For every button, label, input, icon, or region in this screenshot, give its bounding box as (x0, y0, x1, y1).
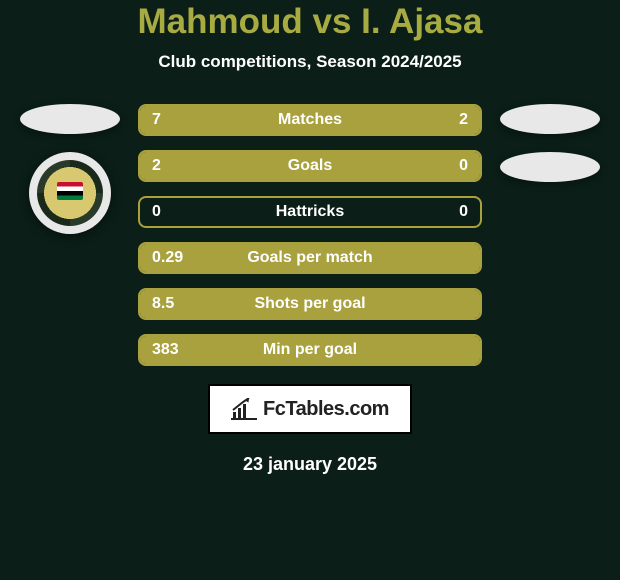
stat-row-shots-per-goal: 8.5 Shots per goal (138, 288, 482, 320)
stat-label: Shots per goal (140, 295, 480, 313)
left-player-col (20, 104, 120, 234)
stat-right-value: 2 (459, 111, 468, 129)
stat-row-hattricks: 0 Hattricks 0 (138, 196, 482, 228)
stat-label: Goals per match (140, 249, 480, 267)
stat-row-matches: 7 Matches 2 (138, 104, 482, 136)
stat-right-value: 0 (459, 157, 468, 175)
player-photo-placeholder-left (20, 104, 120, 134)
stat-label: Matches (140, 111, 480, 129)
player-photo-placeholder-right-2 (500, 152, 600, 182)
stat-label: Min per goal (140, 341, 480, 359)
stat-right-value: 0 (459, 203, 468, 221)
stat-label: Goals (140, 157, 480, 175)
stat-row-goals: 2 Goals 0 (138, 150, 482, 182)
brand-text: FcTables.com (263, 398, 389, 421)
stat-label: Hattricks (140, 203, 480, 221)
right-player-col (500, 104, 600, 182)
stat-bars: 7 Matches 2 2 Goals 0 0 Hattricks 0 (138, 104, 482, 366)
stat-row-goals-per-match: 0.29 Goals per match (138, 242, 482, 274)
page-title: Mahmoud vs I. Ajasa (138, 2, 483, 42)
badge-graphic (37, 160, 103, 226)
subtitle: Club competitions, Season 2024/2025 (158, 52, 461, 72)
date-text: 23 january 2025 (243, 454, 377, 475)
stats-area: 7 Matches 2 2 Goals 0 0 Hattricks 0 (0, 104, 620, 366)
chart-icon (231, 398, 257, 420)
comparison-card: Mahmoud vs I. Ajasa Club competitions, S… (0, 0, 620, 475)
team-badge-left (29, 152, 111, 234)
stat-row-min-per-goal: 383 Min per goal (138, 334, 482, 366)
player-photo-placeholder-right-1 (500, 104, 600, 134)
flag-icon (57, 182, 83, 200)
brand-box[interactable]: FcTables.com (208, 384, 412, 434)
